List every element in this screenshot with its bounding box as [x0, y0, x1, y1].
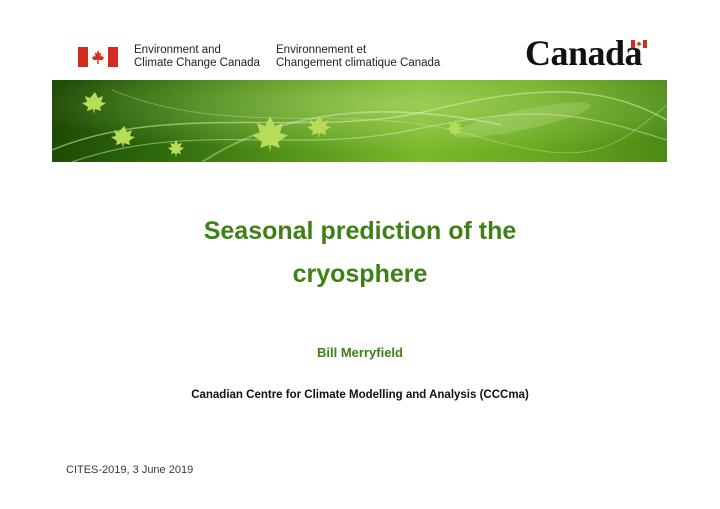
slide-title-line-1: Seasonal prediction of the — [203, 217, 517, 245]
slide-footer: CITES-2019, 3 June 2019 — [66, 464, 194, 476]
government-header: Environment and Climate Change Canada En… — [0, 0, 720, 80]
slide-title-line-2: cryosphere — [292, 260, 428, 288]
author-affiliation: Canadian Centre for Climate Modelling an… — [191, 389, 529, 401]
canada-flag-icon — [78, 47, 118, 67]
wordmark-flag-icon — [631, 40, 647, 48]
author-name: Bill Merryfield — [317, 345, 403, 360]
canada-wordmark: Canada — [525, 33, 643, 73]
department-name-english: Environment and Climate Change Canada — [134, 44, 260, 69]
slide-title: Seasonal prediction of the cryosphere — [0, 210, 720, 296]
department-name-french: Environnement et Changement climatique C… — [276, 44, 441, 69]
maple-leaf-banner — [52, 80, 667, 162]
banner-artwork — [52, 80, 667, 162]
